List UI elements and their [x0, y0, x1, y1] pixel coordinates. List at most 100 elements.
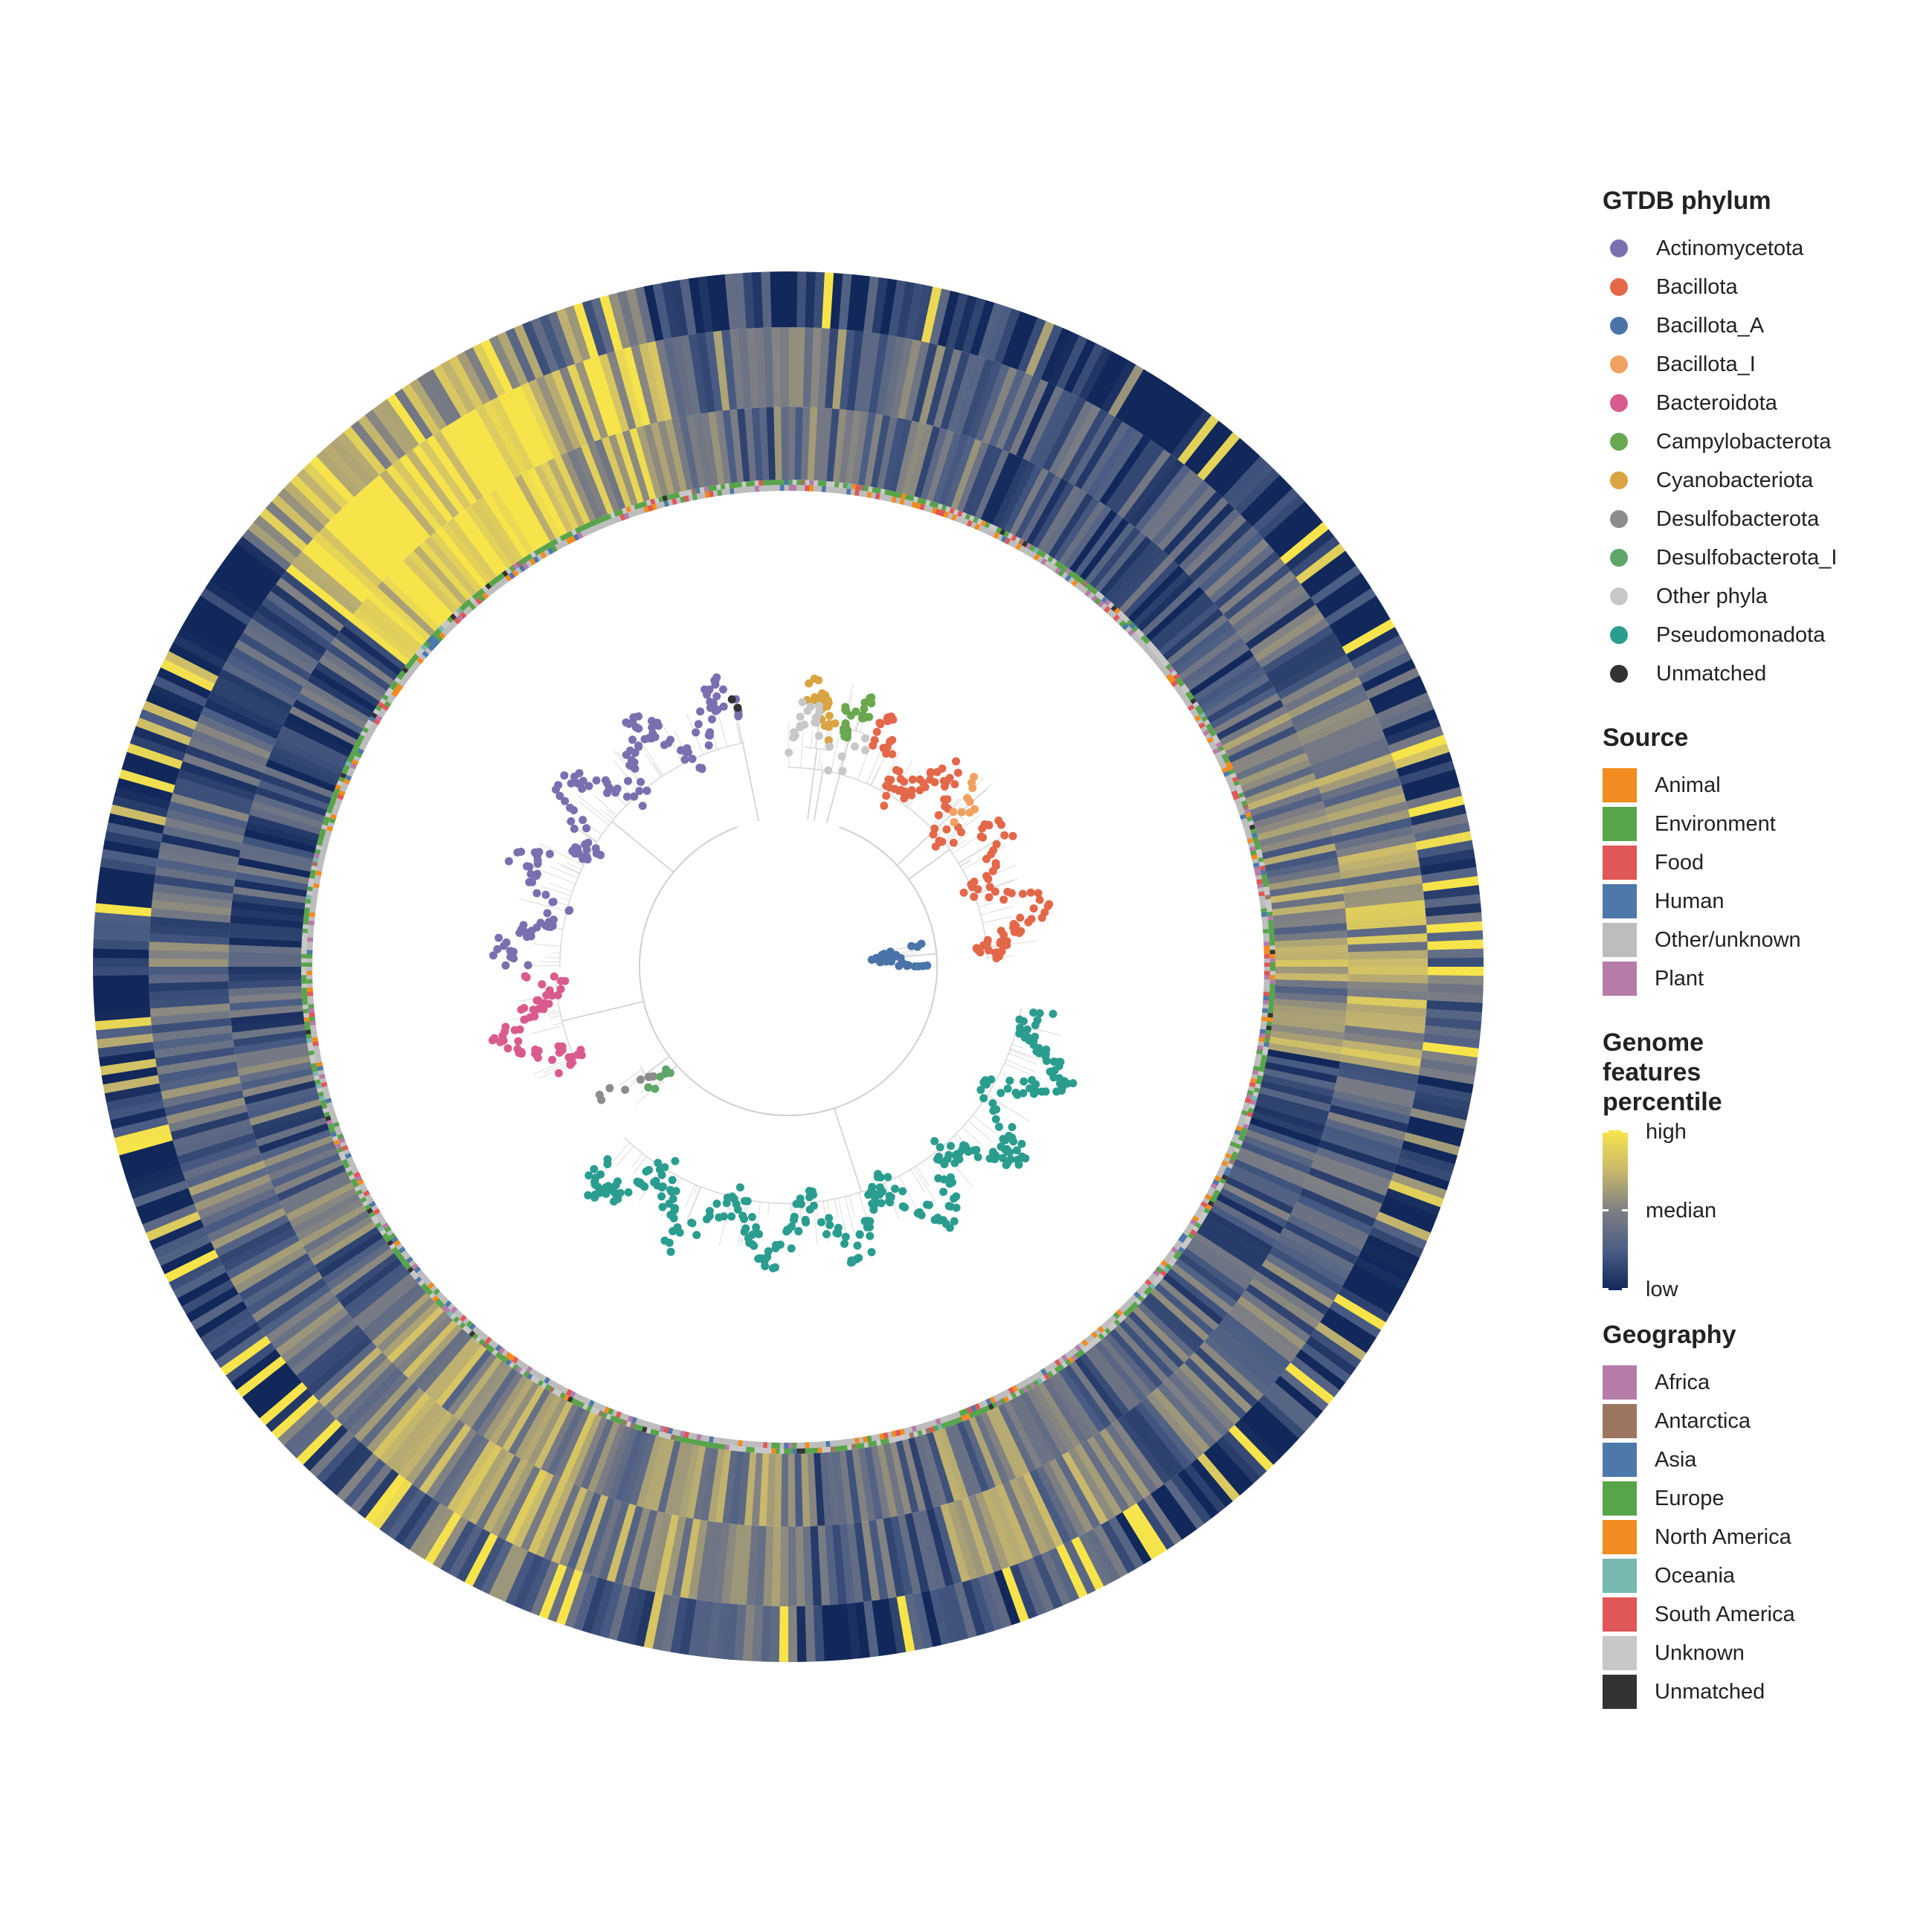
- heatmap-cell: [921, 286, 943, 344]
- geography-annotation-cell: [412, 1272, 419, 1281]
- tree-tip-point: [950, 1217, 959, 1226]
- geography-annotation-cell: [846, 1444, 852, 1451]
- geography-annotation-cell: [389, 1243, 396, 1250]
- heatmap-cell: [883, 417, 906, 491]
- heatmap-cell: [214, 675, 290, 719]
- heatmap-cell: [616, 1586, 640, 1643]
- heatmap-cell: [1346, 1003, 1427, 1018]
- source-annotation-cell: [1185, 1226, 1193, 1234]
- source-annotation-cell: [317, 862, 324, 868]
- heatmap-cell: [1353, 1257, 1408, 1292]
- source-annotation-cell: [308, 915, 315, 921]
- source-annotation-cell: [804, 1442, 810, 1449]
- source-legend-key: [1603, 807, 1637, 841]
- tree-leaf-branch: [817, 750, 822, 770]
- geography-annotation-cell: [1269, 937, 1275, 942]
- heatmap-cell: [921, 1590, 942, 1647]
- source-annotation-cell: [450, 619, 458, 628]
- heatmap-cell: [933, 349, 963, 428]
- geography-annotation-cell: [1173, 673, 1180, 681]
- geography-annotation-cell: [522, 1371, 529, 1378]
- heatmap-cell: [205, 579, 257, 619]
- source-annotation-cell: [891, 496, 898, 503]
- heatmap-cell: [286, 712, 355, 752]
- tree-tip-point: [825, 712, 834, 720]
- heatmap-cell: [1345, 1272, 1400, 1307]
- geography-annotation-cell: [753, 1447, 759, 1453]
- heatmap-cell: [263, 765, 334, 799]
- geography-annotation-cell: [817, 480, 823, 486]
- tree-tip-point: [612, 1195, 621, 1203]
- tree-tip-point: [865, 712, 874, 721]
- heatmap-cell: [185, 1286, 239, 1323]
- tree-tip-point: [624, 1188, 633, 1197]
- heatmap-cell: [652, 283, 673, 340]
- tree-leaf-branch: [689, 1186, 702, 1217]
- source-annotation-cell: [465, 1320, 473, 1328]
- source-annotation-cell: [788, 1442, 793, 1449]
- source-annotation-cell: [863, 490, 869, 498]
- heatmap-cell: [126, 1164, 183, 1191]
- heatmap-cell: [243, 1080, 317, 1105]
- heatmap-cell: [1040, 327, 1072, 383]
- tree-tip-point: [545, 849, 554, 858]
- geography-annotation-cell: [495, 575, 503, 582]
- source-annotation-cell: [540, 551, 547, 559]
- heatmap-cell: [191, 729, 268, 767]
- source-legend-label: Human: [1655, 889, 1725, 913]
- geography-legend-key: [1603, 1597, 1637, 1632]
- heatmap-cell: [1084, 522, 1136, 585]
- geography-annotation-cell: [1258, 1071, 1264, 1077]
- source-annotation-cell: [306, 949, 313, 955]
- geography-annotation-cell: [414, 1276, 422, 1284]
- geography-annotation-cell: [901, 493, 907, 500]
- heatmap-cell: [985, 1572, 1012, 1629]
- phylum-legend-item: Cyanobacteriota: [1603, 461, 1915, 500]
- source-annotation-cell: [1107, 608, 1115, 616]
- tree-tip-point: [495, 933, 503, 942]
- heatmap-cell: [1150, 592, 1210, 646]
- heatmap-cell: [1085, 1528, 1121, 1582]
- source-annotation-cell: [361, 740, 369, 747]
- heatmap-cell: [1222, 1430, 1267, 1478]
- geography-annotation-cell: [1249, 1104, 1256, 1110]
- source-annotation-cell: [1176, 686, 1184, 695]
- heatmap-cell: [1002, 311, 1030, 367]
- source-annotation-cell: [1011, 541, 1019, 549]
- phylum-legend-label: Bacteroidota: [1656, 390, 1777, 415]
- source-annotation-cell: [1210, 744, 1218, 751]
- heatmap-cell: [123, 1156, 181, 1182]
- heatmap-cell: [1069, 1360, 1118, 1425]
- geography-annotation-cell: [867, 1441, 873, 1448]
- source-annotation-cell: [381, 1222, 390, 1229]
- heatmap-cell: [228, 985, 302, 996]
- source-annotation-cell: [453, 616, 461, 625]
- heatmap-cell: [1414, 822, 1471, 843]
- source-annotation-cell: [1187, 704, 1195, 712]
- source-annotation-cell: [895, 497, 901, 504]
- heatmap-cell: [233, 1029, 306, 1048]
- heatmap-cell: [275, 1301, 344, 1356]
- heatmap-cell: [508, 477, 551, 545]
- heatmap-cell: [1197, 432, 1240, 481]
- geography-annotation-cell: [1269, 962, 1275, 967]
- heatmap-cell: [1190, 1458, 1233, 1508]
- heatmap-cell: [409, 378, 448, 431]
- geography-annotation-cell: [391, 680, 399, 687]
- heatmap-cell: [231, 1017, 305, 1033]
- heatmap-cell: [335, 631, 399, 681]
- heatmap-cell: [326, 643, 391, 692]
- tree-tip-point: [624, 776, 632, 785]
- heatmap-cell: [324, 520, 388, 582]
- tree-tip-point: [662, 1065, 671, 1074]
- geography-annotation-cell: [1265, 898, 1272, 904]
- geography-annotation-cell: [471, 593, 479, 601]
- heatmap-cell: [820, 408, 833, 482]
- tree-tip-point: [602, 779, 611, 788]
- source-annotation-cell: [1093, 1328, 1101, 1336]
- source-annotation-cell: [1036, 1370, 1044, 1378]
- heatmap-cell: [821, 1605, 834, 1661]
- heatmap-cell: [975, 364, 1011, 442]
- geography-annotation-cell: [859, 1443, 865, 1449]
- source-annotation-cell: [307, 995, 314, 1001]
